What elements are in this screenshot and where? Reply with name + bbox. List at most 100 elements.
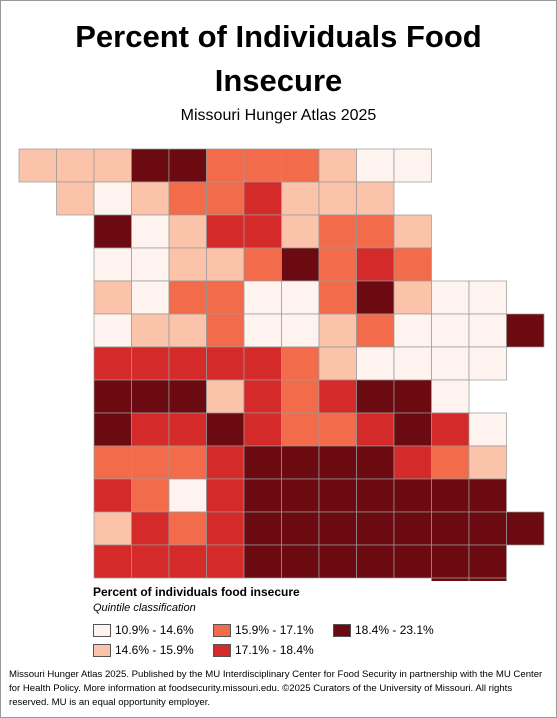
county <box>93 544 132 579</box>
county <box>131 247 170 282</box>
county <box>168 412 207 447</box>
county <box>281 214 320 249</box>
county <box>468 544 507 579</box>
county <box>93 148 132 183</box>
county <box>356 511 395 546</box>
county <box>168 214 207 249</box>
county <box>131 280 170 315</box>
county <box>431 577 470 581</box>
county <box>393 478 432 513</box>
county <box>431 346 470 381</box>
county <box>206 280 245 315</box>
county <box>356 346 395 381</box>
county <box>468 478 507 513</box>
county <box>243 445 282 480</box>
legend-swatch <box>213 643 231 657</box>
county <box>168 379 207 414</box>
county <box>206 313 245 348</box>
county <box>431 412 470 447</box>
county <box>393 280 432 315</box>
county <box>356 379 395 414</box>
title: Percent of Individuals Food Insecure <box>75 19 482 98</box>
county <box>318 478 357 513</box>
county <box>206 214 245 249</box>
county <box>318 412 357 447</box>
county <box>431 478 470 513</box>
county <box>243 148 282 183</box>
legend-label: 18.4% - 23.1% <box>355 623 434 637</box>
county <box>431 280 470 315</box>
county <box>318 379 357 414</box>
county <box>506 313 545 348</box>
county <box>168 478 207 513</box>
county <box>393 511 432 546</box>
county <box>18 148 57 183</box>
county <box>206 247 245 282</box>
county <box>281 544 320 579</box>
county <box>431 445 470 480</box>
county <box>318 181 357 216</box>
county <box>168 280 207 315</box>
county <box>318 280 357 315</box>
county <box>243 544 282 579</box>
county <box>206 379 245 414</box>
county <box>243 181 282 216</box>
county <box>356 445 395 480</box>
county <box>393 214 432 249</box>
county <box>468 511 507 546</box>
county <box>168 544 207 579</box>
county <box>131 379 170 414</box>
county <box>56 148 95 183</box>
county <box>356 247 395 282</box>
county <box>393 247 432 282</box>
county <box>168 511 207 546</box>
county <box>168 181 207 216</box>
county <box>93 445 132 480</box>
legend-label: 17.1% - 18.4% <box>235 643 314 657</box>
county <box>318 148 357 183</box>
legend-swatch <box>93 643 111 657</box>
county <box>131 478 170 513</box>
county <box>393 379 432 414</box>
county <box>431 313 470 348</box>
county <box>468 577 507 581</box>
county <box>131 544 170 579</box>
county <box>318 511 357 546</box>
county <box>318 346 357 381</box>
county <box>356 214 395 249</box>
county <box>243 313 282 348</box>
county <box>281 346 320 381</box>
county <box>318 544 357 579</box>
county <box>281 148 320 183</box>
legend-item: 18.4% - 23.1% <box>333 623 434 637</box>
county <box>93 511 132 546</box>
legend-label: 15.9% - 17.1% <box>235 623 314 637</box>
county <box>131 148 170 183</box>
county <box>318 214 357 249</box>
county <box>168 148 207 183</box>
subtitle: Missouri Hunger Atlas 2025 <box>180 107 377 124</box>
county <box>243 511 282 546</box>
county <box>168 445 207 480</box>
county <box>206 181 245 216</box>
county <box>506 511 545 546</box>
county <box>281 379 320 414</box>
county <box>56 181 95 216</box>
county <box>431 379 470 414</box>
county <box>206 346 245 381</box>
county <box>168 313 207 348</box>
county <box>93 181 132 216</box>
county <box>318 445 357 480</box>
legend-subtitle: Quintile classification <box>93 602 196 614</box>
county <box>93 379 132 414</box>
legend-item: 17.1% - 18.4% <box>213 643 314 657</box>
county <box>93 280 132 315</box>
county <box>131 511 170 546</box>
legend-swatch <box>213 623 231 637</box>
county <box>468 346 507 381</box>
county <box>243 478 282 513</box>
county <box>468 412 507 447</box>
county <box>168 346 207 381</box>
county <box>431 544 470 579</box>
